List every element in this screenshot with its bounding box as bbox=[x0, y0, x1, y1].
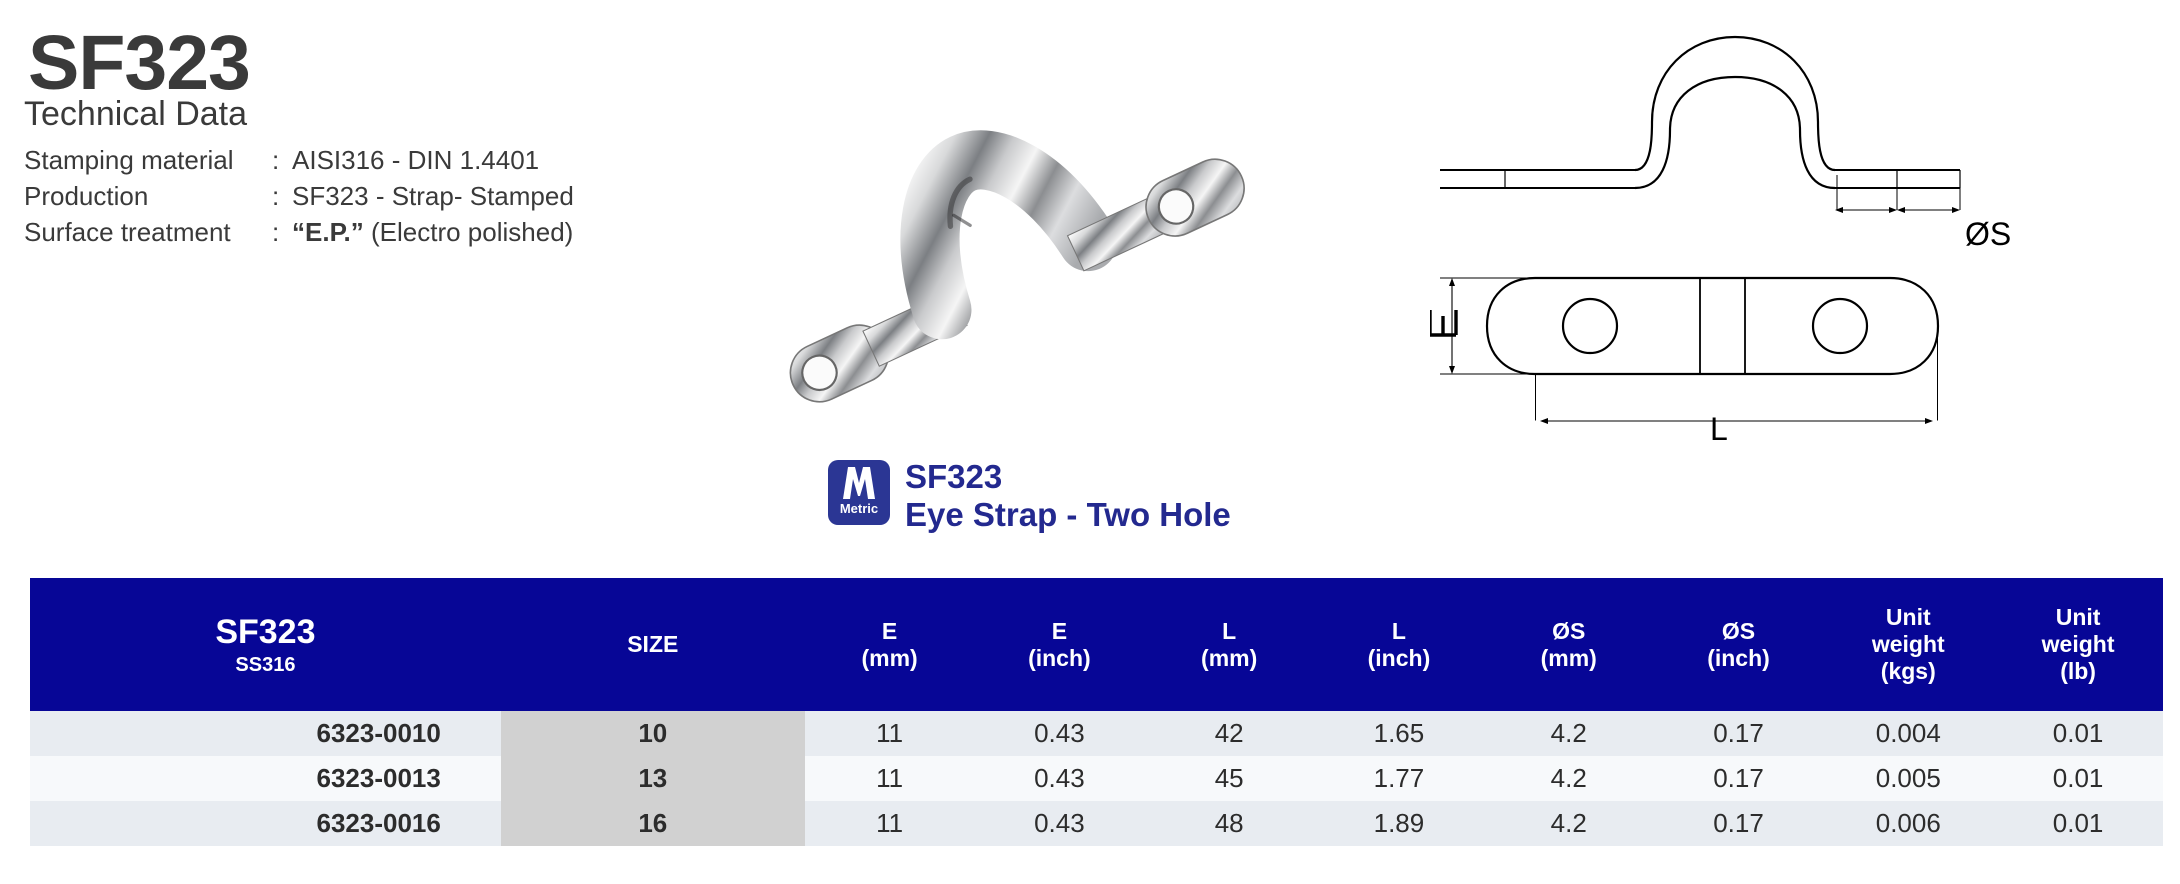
svg-text:ØS: ØS bbox=[1965, 216, 2011, 252]
svg-text:L: L bbox=[1710, 411, 1728, 440]
